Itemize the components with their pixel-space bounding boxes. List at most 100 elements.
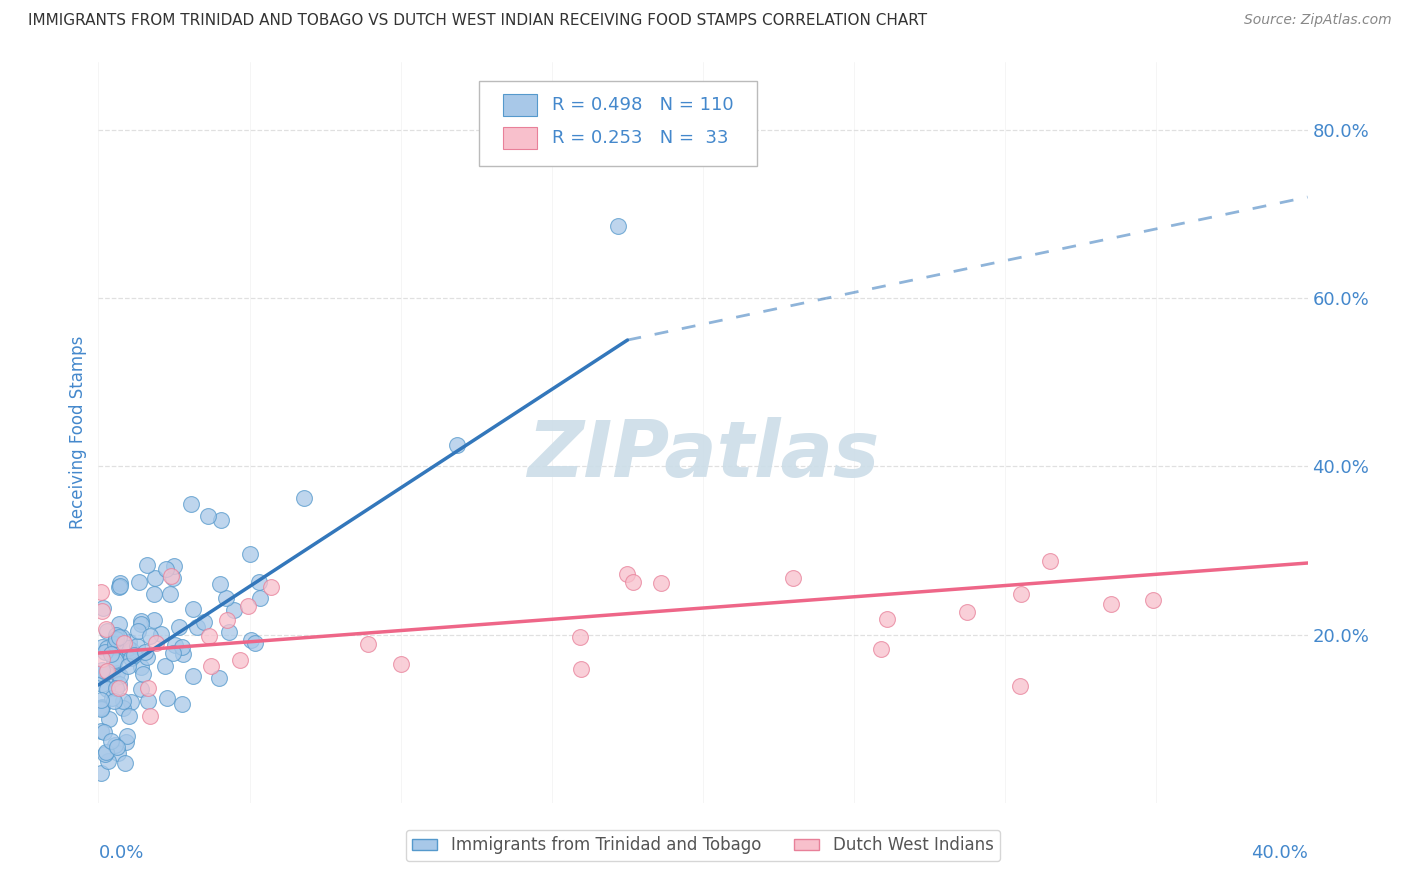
Point xyxy=(163,558,186,573)
Point xyxy=(153,659,176,673)
Point xyxy=(108,579,131,593)
Point xyxy=(97,712,120,726)
Point xyxy=(96,640,118,655)
Point xyxy=(200,659,222,673)
Point xyxy=(209,576,232,591)
Point xyxy=(96,681,118,696)
Point xyxy=(183,602,205,616)
Point xyxy=(170,640,193,654)
Point xyxy=(117,659,139,673)
Point xyxy=(292,491,315,505)
Point xyxy=(197,629,219,643)
Point xyxy=(110,669,132,683)
Point xyxy=(120,651,142,665)
Point xyxy=(107,747,129,761)
Point xyxy=(104,630,127,644)
Point xyxy=(90,585,112,599)
Point xyxy=(160,569,183,583)
Point xyxy=(120,642,142,657)
Point xyxy=(108,576,131,591)
Point xyxy=(571,662,593,676)
Point xyxy=(870,642,893,657)
Point xyxy=(215,591,238,606)
Point xyxy=(90,700,112,714)
Point xyxy=(131,614,153,628)
Point xyxy=(91,640,114,655)
Point xyxy=(143,571,166,585)
Point xyxy=(117,645,139,659)
Point xyxy=(100,647,122,661)
Point xyxy=(90,663,112,677)
Legend: Immigrants from Trinidad and Tobago, Dutch West Indians: Immigrants from Trinidad and Tobago, Dut… xyxy=(406,830,1000,861)
Point xyxy=(156,690,179,705)
Point xyxy=(568,630,591,644)
Point xyxy=(159,587,181,601)
Text: IMMIGRANTS FROM TRINIDAD AND TOBAGO VS DUTCH WEST INDIAN RECEIVING FOOD STAMPS C: IMMIGRANTS FROM TRINIDAD AND TOBAGO VS D… xyxy=(28,13,927,29)
Point xyxy=(135,650,157,665)
Point xyxy=(132,666,155,681)
Point xyxy=(112,636,135,650)
FancyBboxPatch shape xyxy=(503,127,537,149)
Point xyxy=(129,660,152,674)
Point xyxy=(94,746,117,760)
Point xyxy=(186,620,208,634)
Point xyxy=(108,616,131,631)
Text: Source: ZipAtlas.com: Source: ZipAtlas.com xyxy=(1244,13,1392,28)
Point xyxy=(621,574,644,589)
Point xyxy=(96,664,118,678)
Point xyxy=(209,513,232,527)
Point xyxy=(93,601,115,615)
Point xyxy=(1142,593,1164,607)
Point xyxy=(91,604,114,618)
Point xyxy=(103,694,125,708)
Point xyxy=(114,756,136,770)
Point xyxy=(90,700,112,714)
Point xyxy=(112,693,135,707)
Point xyxy=(129,681,152,696)
Point xyxy=(100,734,122,748)
Point xyxy=(139,709,162,723)
Point xyxy=(222,603,245,617)
Point xyxy=(90,665,112,680)
Text: R = 0.498   N = 110: R = 0.498 N = 110 xyxy=(551,95,734,114)
Point xyxy=(107,677,129,691)
Point xyxy=(172,698,194,712)
Point xyxy=(104,653,127,667)
Point xyxy=(91,677,114,691)
Point xyxy=(134,645,156,659)
Point xyxy=(193,615,215,630)
Point xyxy=(90,765,112,780)
Point xyxy=(94,644,117,658)
FancyBboxPatch shape xyxy=(479,81,758,166)
Point xyxy=(120,695,142,709)
Text: ZIPatlas: ZIPatlas xyxy=(527,417,879,493)
Point xyxy=(239,547,262,561)
Point xyxy=(90,724,112,739)
Point xyxy=(145,636,167,650)
Point xyxy=(105,640,128,655)
Point xyxy=(238,599,260,613)
Point xyxy=(172,647,194,661)
Point xyxy=(616,567,638,582)
Point xyxy=(112,701,135,715)
Point xyxy=(115,734,138,748)
Point xyxy=(105,628,128,642)
Point xyxy=(650,576,672,591)
Point xyxy=(143,613,166,627)
Point xyxy=(1039,554,1062,568)
Point xyxy=(956,605,979,619)
Point xyxy=(93,725,115,739)
Point xyxy=(163,638,186,652)
Point xyxy=(108,681,131,696)
Point xyxy=(180,497,202,511)
Point xyxy=(90,693,112,707)
Point xyxy=(1099,598,1122,612)
Point xyxy=(90,702,112,716)
Point xyxy=(446,438,468,452)
Point xyxy=(167,620,190,634)
Point xyxy=(118,709,141,723)
Point xyxy=(97,754,120,768)
Point xyxy=(142,587,165,601)
Point xyxy=(247,574,270,589)
Point xyxy=(105,666,128,681)
